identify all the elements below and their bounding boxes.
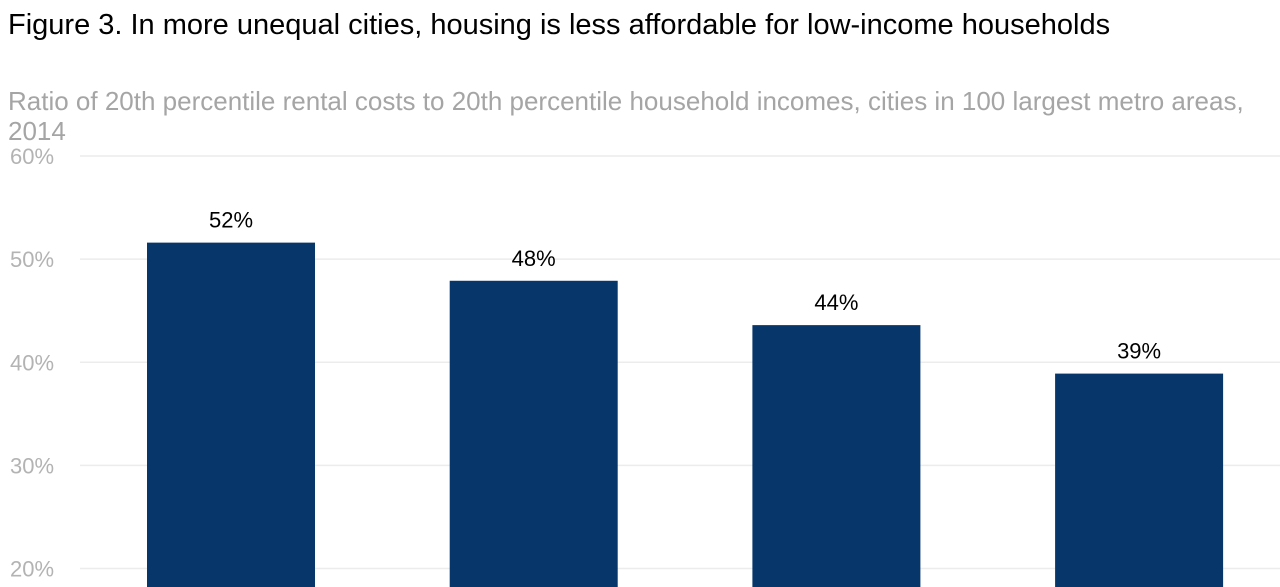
data-label: 48%	[512, 246, 556, 271]
chart-subtitle: Ratio of 20th percentile rental costs to…	[8, 86, 1244, 146]
bar	[1055, 373, 1224, 587]
y-tick-label: 20%	[10, 557, 54, 582]
y-tick-label: 40%	[10, 350, 54, 375]
data-label: 39%	[1117, 339, 1161, 364]
y-tick-label: 60%	[10, 144, 54, 169]
bar	[752, 325, 921, 587]
y-tick-label: 50%	[10, 247, 54, 272]
bar	[449, 280, 618, 587]
data-label: 44%	[814, 290, 858, 315]
bar	[147, 242, 315, 587]
y-tick-label: 30%	[10, 453, 54, 478]
data-label: 52%	[209, 208, 253, 233]
chart-title: Figure 3. In more unequal cities, housin…	[8, 9, 1111, 41]
